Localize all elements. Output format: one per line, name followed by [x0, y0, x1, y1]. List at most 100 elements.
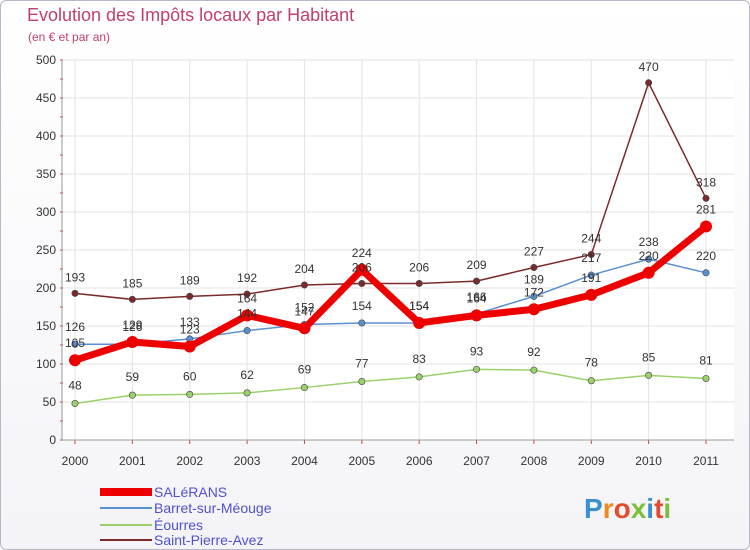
y-tick-label: 350 [36, 167, 56, 181]
data-point [243, 290, 251, 298]
x-tick-label: 2004 [291, 454, 318, 468]
logo-letter: t [654, 493, 663, 524]
data-label: 85 [642, 350, 656, 364]
data-label: 192 [237, 271, 257, 285]
data-point [645, 79, 653, 87]
data-point [128, 295, 136, 303]
logo-letter: P [584, 493, 603, 524]
x-tick-label: 2003 [234, 454, 261, 468]
data-label: 123 [180, 323, 200, 337]
data-label: 185 [122, 276, 142, 290]
logo-letter: r [603, 493, 614, 524]
data-label: 209 [467, 258, 487, 272]
x-tick-label: 2006 [406, 454, 433, 468]
data-label: 220 [696, 249, 716, 263]
data-label: 59 [126, 370, 140, 384]
data-label: 238 [639, 235, 659, 249]
data-label: 78 [585, 356, 599, 370]
data-point [126, 335, 139, 348]
data-label: 172 [524, 285, 544, 299]
legend-label: Saint-Pierre-Avez [154, 532, 263, 548]
y-tick-label: 500 [36, 53, 56, 67]
series-line-3 [74, 82, 707, 301]
data-label: 81 [699, 353, 713, 367]
x-tick-label: 2008 [521, 454, 548, 468]
data-label: 189 [524, 272, 544, 286]
data-label: 193 [65, 270, 85, 284]
data-label: 154 [409, 299, 429, 313]
x-tick-label: 2011 [693, 454, 719, 468]
chart-subtitle: (en € et par an) [28, 30, 111, 44]
series-line-1 [74, 258, 707, 345]
data-label: 83 [413, 352, 427, 366]
x-tick-label: 2002 [176, 454, 203, 468]
data-point [358, 279, 366, 287]
chart-title: Evolution des Impôts locaux par Habitant [27, 5, 355, 25]
data-label: 470 [639, 60, 659, 74]
data-label: 318 [696, 175, 716, 189]
data-point [358, 377, 366, 385]
data-point [473, 277, 481, 285]
logo-letter: x [631, 493, 647, 524]
data-point [71, 340, 79, 348]
x-tick-label: 2000 [62, 454, 89, 468]
x-tick-label: 2010 [635, 454, 662, 468]
y-tick-label: 50 [43, 395, 57, 409]
data-point [415, 279, 423, 287]
legend-label: SALéRANS [154, 484, 227, 500]
data-label: 154 [352, 299, 372, 313]
data-point [298, 322, 311, 335]
data-point [530, 366, 538, 374]
data-point [183, 340, 196, 353]
data-label: 227 [524, 244, 544, 258]
logo-letter: i [663, 493, 671, 524]
data-label: 105 [65, 336, 85, 350]
data-label: 206 [409, 260, 429, 274]
data-point [69, 354, 81, 367]
y-tick-label: 450 [36, 91, 56, 105]
y-tick-label: 300 [36, 205, 56, 219]
data-label: 281 [696, 202, 716, 216]
data-point [470, 309, 483, 322]
data-point [702, 269, 710, 277]
x-tick-label: 2005 [348, 454, 375, 468]
data-point [645, 371, 653, 379]
data-label: 220 [639, 249, 659, 263]
data-point [530, 292, 538, 300]
x-tick-label: 2001 [119, 454, 146, 468]
data-label: 244 [581, 232, 601, 246]
data-point [413, 316, 426, 329]
data-label: 60 [183, 369, 197, 383]
data-point [585, 288, 598, 301]
x-tick-label: 2009 [578, 454, 605, 468]
data-point [300, 384, 308, 392]
data-label: 93 [470, 344, 484, 358]
data-point [415, 373, 423, 381]
data-point [530, 263, 538, 271]
data-label: 126 [65, 320, 85, 334]
data-point [300, 281, 308, 289]
data-label: 129 [122, 318, 142, 332]
data-label: 164 [467, 291, 487, 305]
data-point [527, 303, 540, 316]
data-label: 224 [352, 246, 372, 260]
data-label: 144 [237, 307, 257, 321]
data-point [587, 271, 595, 279]
data-label: 189 [180, 273, 200, 287]
data-label: 92 [527, 345, 541, 359]
data-label: 69 [298, 363, 312, 377]
y-tick-label: 150 [36, 319, 56, 333]
y-tick-label: 200 [36, 281, 56, 295]
data-point [243, 389, 251, 397]
y-tick-label: 400 [36, 129, 56, 143]
data-point [645, 255, 653, 263]
data-label: 164 [237, 291, 257, 305]
data-point [71, 289, 79, 297]
data-point [642, 266, 655, 279]
data-point [355, 263, 368, 276]
data-label: 191 [581, 271, 601, 285]
data-point [702, 374, 710, 382]
y-tick-label: 250 [36, 243, 56, 257]
data-point [358, 319, 366, 327]
